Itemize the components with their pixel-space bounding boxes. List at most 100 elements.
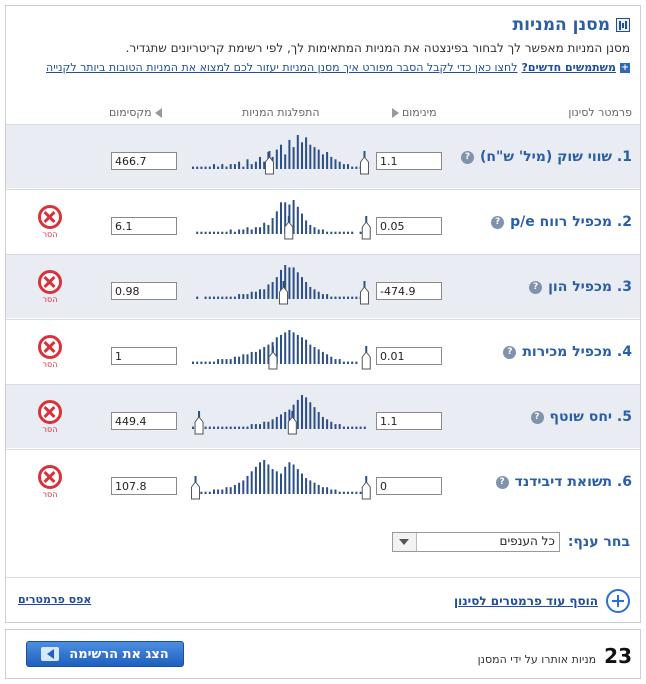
histogram-bar [238, 161, 241, 169]
chevron-down-icon[interactable] [392, 533, 417, 551]
min-slider-handle[interactable] [287, 416, 297, 435]
distribution-histogram[interactable] [186, 194, 374, 246]
min-input[interactable] [376, 412, 442, 430]
remove-filter-button[interactable]: הסר [36, 205, 64, 239]
close-circle-icon[interactable] [38, 335, 62, 359]
histogram-bar [351, 166, 354, 169]
max-input[interactable] [111, 217, 177, 235]
add-params-label[interactable]: הוסף עוד פרמטרים לסינון [453, 594, 598, 608]
explanation-link[interactable]: לחצו כאן כדי לקבל הסבר מפורט איך מסנן המ… [46, 61, 518, 74]
filter-name: 4. מכפיל מכירות? [503, 344, 632, 360]
help-icon[interactable]: ? [503, 345, 517, 359]
histogram-bar [225, 487, 228, 494]
histogram-bar [321, 351, 324, 364]
max-slider-handle[interactable] [194, 416, 204, 435]
min-input[interactable] [376, 477, 442, 495]
help-icon[interactable]: ? [461, 150, 475, 164]
histogram-bar [238, 482, 241, 494]
close-circle-icon[interactable] [38, 465, 62, 489]
help-icon[interactable]: ? [495, 475, 509, 489]
histogram-bar [305, 137, 308, 169]
histogram-bar [351, 491, 354, 494]
max-slider-handle[interactable] [264, 156, 274, 175]
histogram-bar [208, 231, 211, 234]
distribution-histogram[interactable] [186, 129, 374, 181]
help-icon[interactable]: ? [491, 215, 505, 229]
histogram-bar [342, 296, 345, 299]
new-users-label[interactable]: משתמשים חדשים? [521, 61, 617, 74]
histogram-bar [305, 397, 308, 429]
max-input[interactable] [111, 282, 177, 300]
histogram-bar [355, 361, 358, 364]
histogram-bar [250, 164, 253, 169]
max-slider-handle[interactable] [268, 351, 278, 370]
remove-label: הסר [42, 230, 58, 239]
close-circle-icon[interactable] [38, 270, 62, 294]
min-slider-handle[interactable] [359, 286, 369, 305]
help-icon[interactable]: ? [530, 410, 544, 424]
min-slider-handle[interactable] [361, 221, 371, 240]
remove-filter-button[interactable]: הסר [36, 465, 64, 499]
histogram-bar [309, 224, 312, 234]
col-distribution: התפלגות המניות [242, 106, 320, 119]
close-circle-icon[interactable] [38, 400, 62, 424]
min-slider-handle[interactable] [361, 351, 371, 370]
max-input[interactable] [111, 477, 177, 495]
min-input[interactable] [376, 282, 442, 300]
min-slider-handle[interactable] [361, 481, 371, 500]
histogram-bar [217, 231, 220, 234]
histogram-bar [363, 426, 366, 429]
histogram-bar [246, 159, 249, 169]
filter-label: 4. מכפיל מכירות [522, 344, 632, 360]
distribution-histogram[interactable] [186, 324, 374, 376]
remove-filter-button[interactable]: הסר [36, 335, 64, 369]
divider [6, 577, 640, 578]
distribution-histogram[interactable] [186, 389, 374, 441]
histogram-bar [342, 361, 345, 364]
histogram-bar [317, 412, 320, 429]
max-input[interactable] [111, 347, 177, 365]
histogram-bar [355, 426, 358, 429]
histogram-bar [208, 426, 211, 429]
show-list-button[interactable]: הצג את הרשימה [26, 641, 184, 667]
histogram-bar [351, 426, 354, 429]
add-params-button[interactable]: הוסף עוד פרמטרים לסינון [454, 589, 630, 613]
branch-select[interactable]: כל הענפים [391, 532, 560, 552]
help-icon[interactable]: ? [529, 280, 543, 294]
reset-params-link[interactable]: אפס פרמטרים [18, 593, 92, 606]
histogram-bar [213, 296, 215, 299]
filter-name: 3. מכפיל הון? [529, 279, 632, 295]
triangle-right-icon [392, 107, 399, 118]
min-input[interactable] [376, 347, 442, 365]
histogram-bar [288, 330, 291, 364]
min-slider-handle[interactable] [359, 156, 369, 175]
close-circle-icon[interactable] [38, 205, 62, 229]
filter-name: 1. שווי שוק (מיל' ש"ח)? [461, 149, 632, 165]
min-input[interactable] [376, 152, 442, 170]
histogram-bar [254, 424, 257, 429]
histogram-bar [347, 491, 349, 494]
histogram-bar [292, 267, 295, 299]
histogram-bar [233, 296, 236, 299]
max-slider-handle[interactable] [284, 221, 294, 240]
filter-label: 5. יחס שוטף [549, 409, 632, 425]
histogram-bar [233, 231, 236, 234]
distribution-histogram[interactable] [186, 259, 374, 311]
max-slider-handle[interactable] [191, 481, 201, 500]
max-slider-handle[interactable] [279, 286, 289, 305]
histogram-bar [301, 473, 303, 494]
add-circle-icon[interactable] [606, 589, 630, 613]
distribution-histogram[interactable] [186, 454, 374, 506]
remove-filter-button[interactable]: הסר [36, 270, 64, 304]
histogram-bar [330, 231, 333, 234]
page-title: מסנן המניות [512, 15, 610, 35]
histogram-bar [284, 332, 287, 364]
remove-filter-button[interactable]: הסר [36, 400, 64, 434]
max-input[interactable] [111, 412, 177, 430]
histogram-bar [242, 166, 245, 169]
histogram-bar [330, 156, 333, 169]
max-input[interactable] [111, 152, 177, 170]
histogram-bar [204, 296, 207, 299]
histogram-bar [204, 426, 207, 429]
min-input[interactable] [376, 217, 442, 235]
